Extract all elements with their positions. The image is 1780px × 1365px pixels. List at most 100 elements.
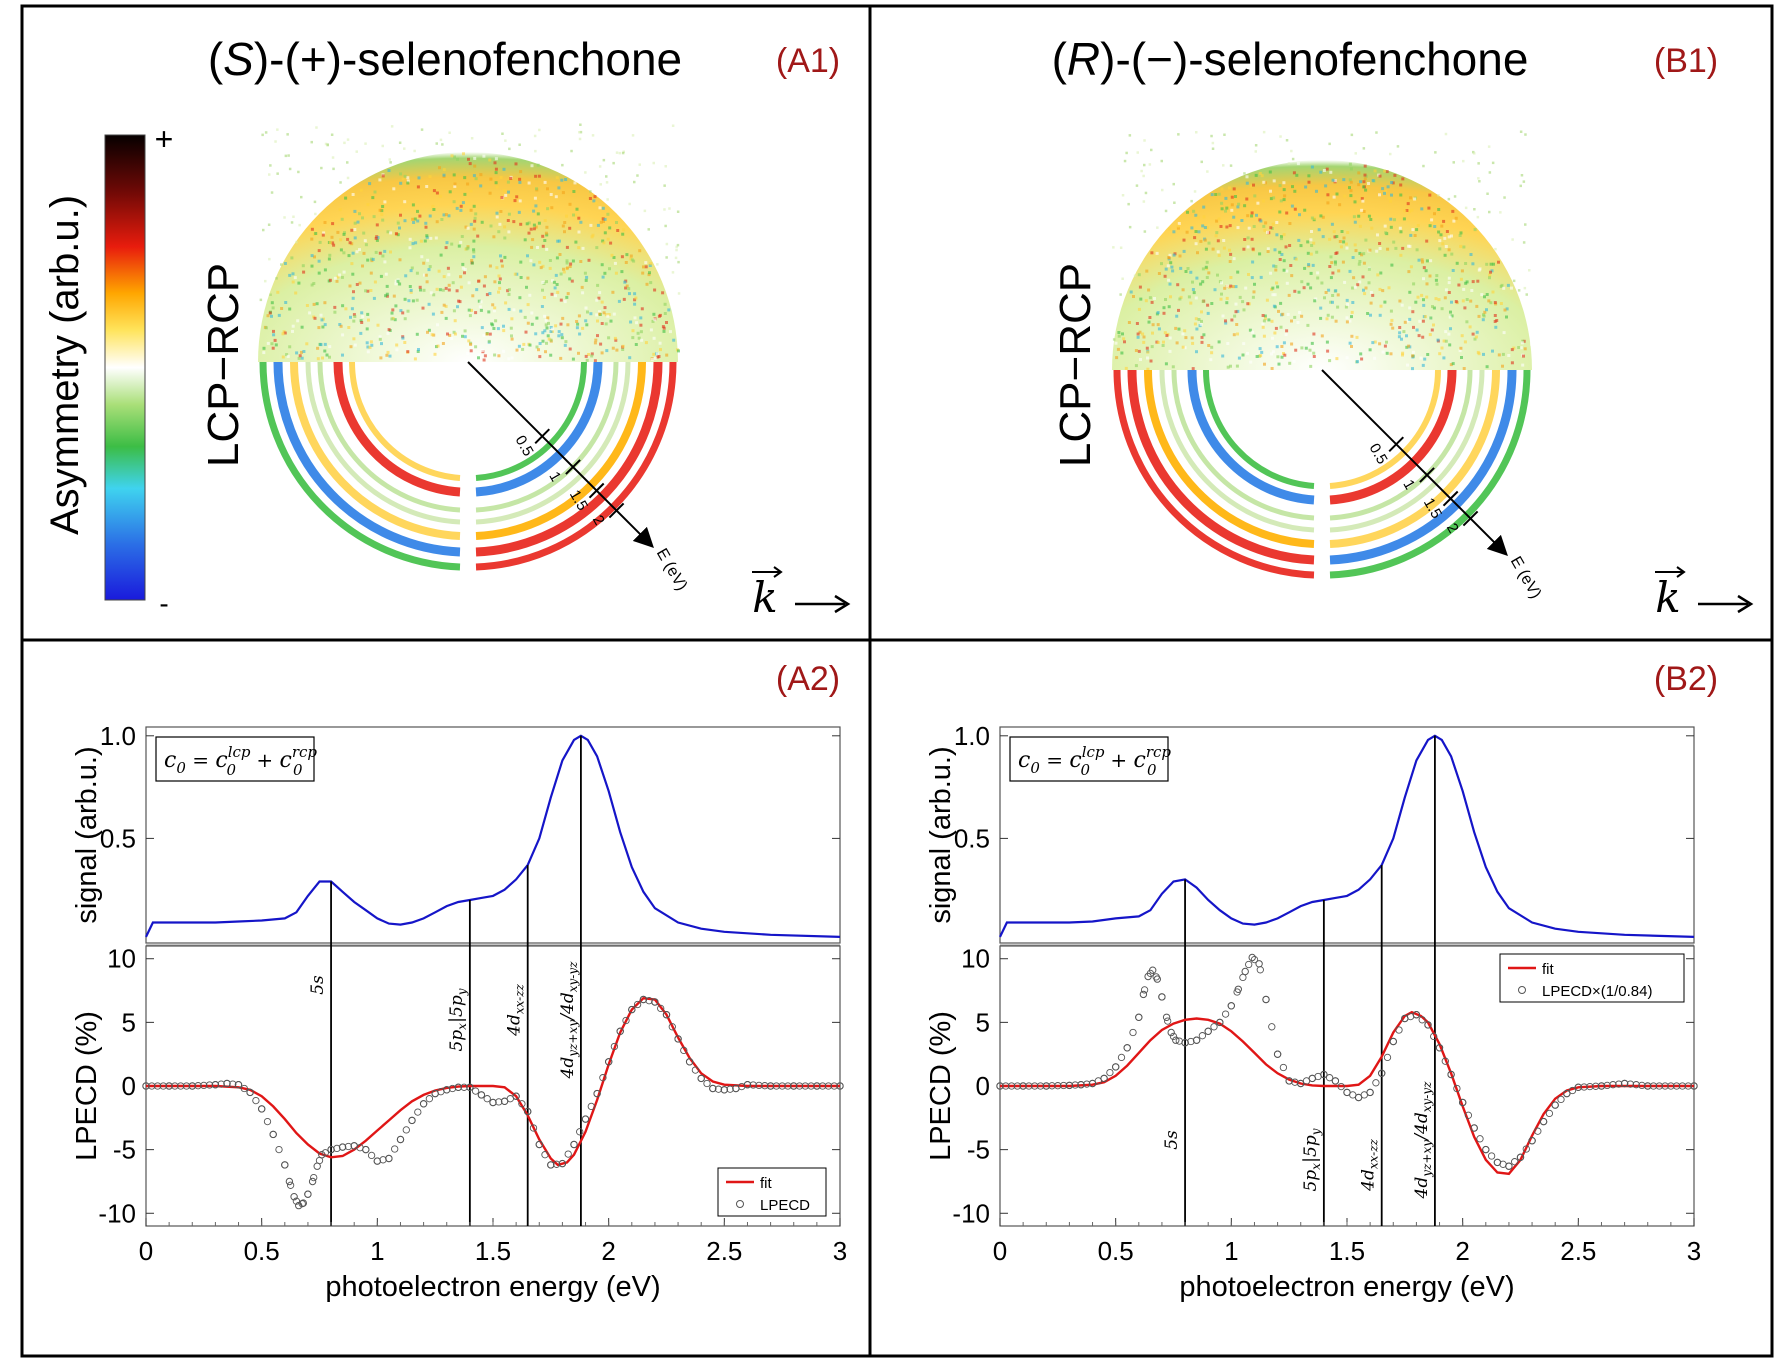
- lpecd-data-point: [622, 1016, 630, 1025]
- signal-annotation: c0 = clcp 0 + crcp 0: [1009, 736, 1171, 782]
- lpecd-data-point: [824, 1082, 833, 1090]
- lpecd-data-point: [1007, 1082, 1016, 1090]
- lpecd-ytick-label: 5: [976, 1007, 990, 1037]
- panel-a1-title: (S)-(+)-selenofenchone: [208, 33, 682, 85]
- lpecd-data-point: [1528, 1137, 1536, 1145]
- lpecd-data-point: [1620, 1079, 1629, 1088]
- lpecd-data-point: [298, 1200, 306, 1208]
- lpecd-data-point: [1268, 1023, 1276, 1031]
- a1-ring-right: [475, 361, 603, 497]
- lpecd-data-point: [495, 1098, 503, 1106]
- lpecd-data-point: [1580, 1083, 1588, 1091]
- signal-line: [999, 734, 1695, 938]
- lpecd-data-point: [373, 1157, 381, 1165]
- b1-energy-axis-line: [1321, 369, 1508, 556]
- lpecd-data-point: [558, 1159, 567, 1168]
- lpecd-data-point: [818, 1082, 827, 1090]
- lpecd-data-point: [524, 1107, 532, 1116]
- lpecd-data-point: [1248, 953, 1256, 962]
- b1-ring-right: [1329, 369, 1531, 579]
- lpecd-data-point: [790, 1082, 798, 1090]
- signal-ytick-label: 1.0: [954, 721, 990, 751]
- lpecd-data-point: [755, 1081, 763, 1090]
- a1-energy-axis-line: [467, 361, 654, 548]
- lpecd-data-point: [720, 1086, 728, 1094]
- a1-ring-right: [475, 361, 588, 481]
- lpecd-data-point: [234, 1081, 243, 1089]
- lpecd-data-point: [836, 1082, 844, 1090]
- lpecd-data-point: [547, 1161, 555, 1169]
- lpecd-xtick-label: 2.5: [706, 1236, 742, 1266]
- lpecd-data-point: [194, 1082, 202, 1090]
- lpecd-data-point: [1470, 1124, 1478, 1132]
- lpecd-data-point: [333, 1144, 341, 1153]
- lpecd-data-point: [1435, 1044, 1444, 1052]
- lpecd-data-point: [593, 1089, 601, 1098]
- lpecd-data-point: [1638, 1081, 1646, 1090]
- b1-ring-right: [1329, 369, 1442, 489]
- lpecd-xtick-label: 1: [1224, 1236, 1238, 1266]
- lpecd-data-point: [1516, 1153, 1525, 1161]
- lpecd-data-point: [1083, 1080, 1091, 1088]
- lpecd-data-point: [1563, 1089, 1571, 1098]
- lpecd-ytick-label: -5: [113, 1135, 136, 1165]
- a1-simulated-half: [259, 361, 677, 571]
- lpecd-data-point: [766, 1082, 775, 1090]
- lpecd-data-point: [1586, 1082, 1594, 1091]
- a1-ring-right: [475, 361, 677, 571]
- lpecd-data-point: [570, 1140, 578, 1149]
- lpecd-data-point: [1568, 1086, 1577, 1095]
- a1-ring-left: [317, 361, 461, 513]
- lpecd-data-point: [1476, 1135, 1484, 1143]
- signal-ytick-label: 1.0: [100, 721, 136, 751]
- lpecd-data-point: [1100, 1074, 1108, 1083]
- lpecd-data-point: [1112, 1063, 1120, 1071]
- b1-speckles: [1114, 162, 1534, 371]
- lpecd-data-point: [379, 1156, 387, 1164]
- signal-ytick-label: 0.5: [954, 823, 990, 853]
- lpecd-data-point: [1672, 1082, 1681, 1090]
- lpecd-data-point: [610, 1042, 619, 1051]
- lpecd-data-point: [685, 1058, 694, 1066]
- lpecd-data-point: [680, 1046, 688, 1055]
- orbital-label: 5px|5py: [446, 988, 469, 1051]
- lpecd-data-point: [1297, 1079, 1305, 1088]
- legend-data-label: LPECD: [760, 1197, 810, 1214]
- lpecd-xtick-label: 2: [1455, 1236, 1469, 1266]
- b1-ring-right: [1329, 369, 1517, 565]
- lpecd-data-point: [1372, 1079, 1380, 1087]
- b1-experimental-half: [1112, 160, 1532, 370]
- lpecd-xtick-label: 1.5: [1329, 1236, 1365, 1266]
- lpecd-ytick-label: -5: [967, 1135, 990, 1165]
- signal-ytick-label: 0.5: [100, 823, 136, 853]
- lpecd-data-point: [1430, 1032, 1438, 1041]
- lpecd-data-point: [1366, 1088, 1374, 1097]
- lpecd-data-point: [1574, 1083, 1582, 1091]
- b1-energy-tick: [1462, 510, 1479, 527]
- a1-ring-right: [475, 361, 663, 557]
- lpecd-data-point: [830, 1082, 838, 1090]
- a1-ring-left: [333, 361, 461, 497]
- lpecd-data-point: [1192, 1036, 1201, 1044]
- lpecd-data-point: [743, 1081, 752, 1089]
- b1-ring-left: [1143, 369, 1315, 548]
- lpecd-data-point: [466, 1083, 474, 1091]
- lpecd-data-point: [396, 1135, 405, 1144]
- orbital-label: 5s: [308, 975, 328, 995]
- colorbar-minus: -: [159, 588, 168, 619]
- lpecd-data-point: [182, 1082, 191, 1090]
- b1-speckle-field: [1112, 130, 1531, 341]
- lpecd-data-point: [308, 1177, 317, 1186]
- lpecd-data-point: [633, 1000, 642, 1009]
- a1-speckles: [262, 152, 680, 363]
- lpecd-data-point: [1135, 1013, 1143, 1021]
- lpecd-data-point: [1441, 1057, 1449, 1065]
- orbital-label: 5px|5py: [1300, 1128, 1323, 1191]
- lpecd-data-point: [668, 1023, 676, 1031]
- colorbar-plus: +: [155, 121, 174, 157]
- lpecd-data-point: [1059, 1081, 1068, 1090]
- lpecd-data-point: [177, 1082, 185, 1090]
- lpecd-data-point: [616, 1027, 624, 1035]
